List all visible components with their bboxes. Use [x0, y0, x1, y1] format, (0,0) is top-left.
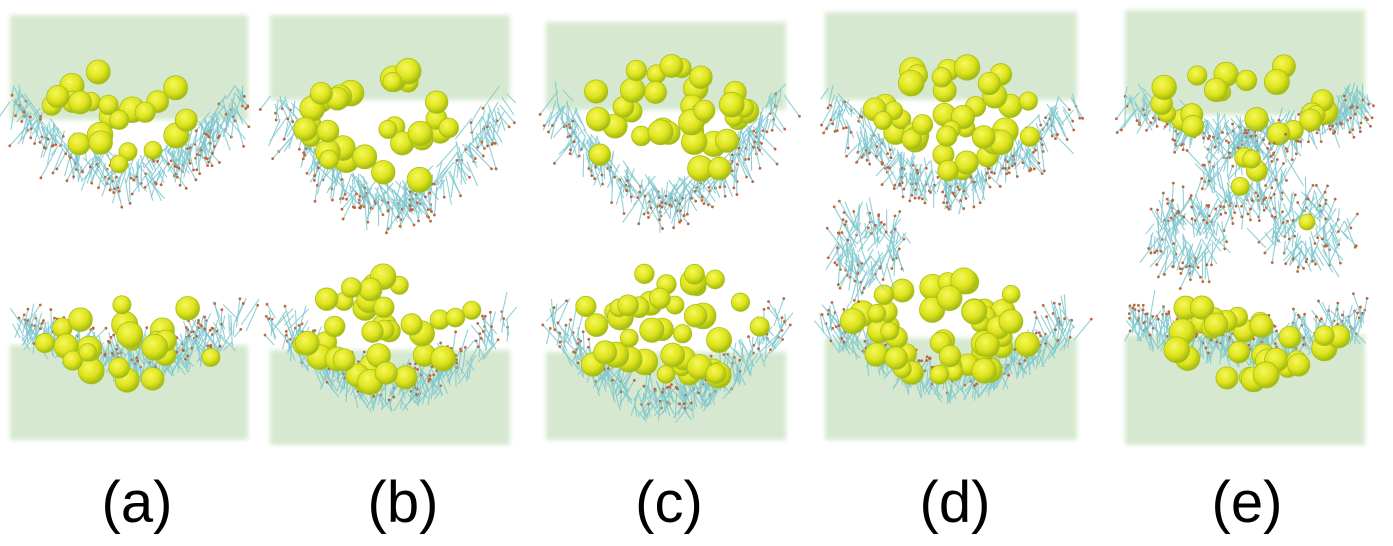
snapshot-panel-a	[0, 15, 260, 440]
panel-label-e: (e)	[1211, 470, 1283, 535]
snapshot-panel-e	[1114, 10, 1375, 445]
panel-label-a: (a)	[101, 470, 173, 535]
snapshot-panel-b	[258, 15, 518, 445]
snapshot-panel-d	[814, 12, 1093, 440]
panel-label-c: (c)	[635, 470, 703, 535]
panel-label-b: (b)	[367, 470, 439, 535]
snapshot-panel-c	[538, 22, 801, 440]
panel-label-d: (d)	[919, 470, 991, 535]
